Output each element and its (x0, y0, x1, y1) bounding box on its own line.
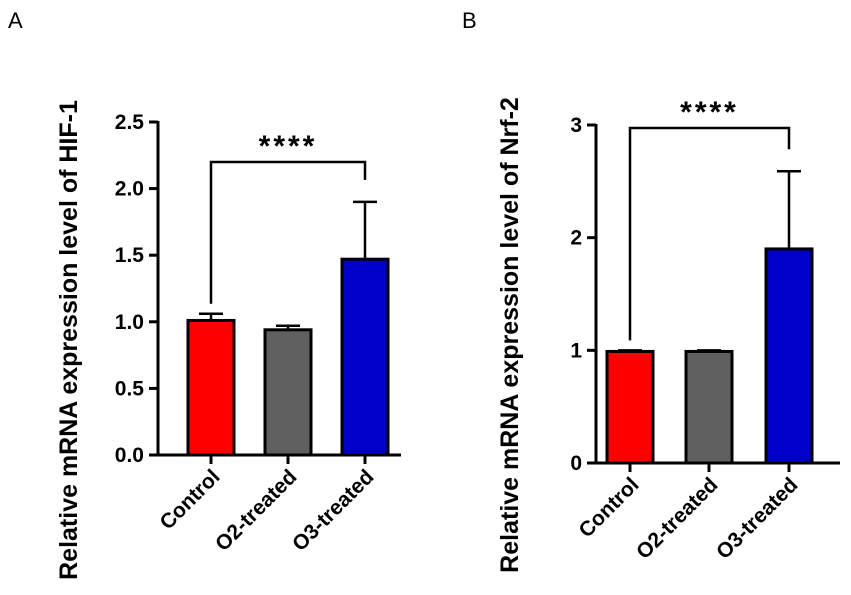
x-tick-label: Control (155, 465, 224, 534)
bar (186, 318, 236, 457)
chart-panel-b: B Relative mRNA expression level of Nrf-… (462, 8, 840, 573)
x-tick-label: O2-treated (632, 473, 723, 564)
y-axis-label: Relative mRNA expression level of Nrf-2 (496, 97, 524, 573)
significance-bracket (209, 160, 367, 304)
y-tick-label: 1.0 (115, 311, 144, 334)
y-tick-label: 0.5 (115, 377, 145, 400)
y-tick-label: 3 (570, 114, 582, 137)
y-axis-label: Relative mRNA expression level of HIF-1 (55, 100, 83, 580)
chart-panel-a: A Relative mRNA expression level of HIF-… (8, 8, 401, 580)
bar (263, 328, 313, 457)
bar (684, 349, 734, 465)
bar (340, 257, 390, 457)
y-tick-label: 1 (570, 339, 582, 362)
y-tick-label: 0 (570, 452, 582, 475)
y-tick-label: 1.5 (115, 244, 145, 267)
y-tick-label: 2 (570, 227, 582, 250)
bar (764, 247, 814, 465)
y-tick-label: 2.5 (115, 111, 145, 134)
x-tick-label: O2-treated (211, 465, 302, 556)
x-tick-label: Control (574, 473, 643, 542)
significance-bracket (628, 126, 791, 341)
significance-label: **** (680, 96, 739, 129)
bar (605, 349, 655, 465)
y-tick-label: 0.0 (115, 444, 144, 467)
y-tick-label: 2.0 (115, 178, 144, 201)
significance-label: **** (259, 130, 318, 163)
x-tick-label: O3-treated (712, 473, 803, 564)
panel-label: A (8, 8, 23, 33)
panel-label: B (462, 8, 477, 33)
x-tick-label: O3-treated (288, 465, 379, 556)
